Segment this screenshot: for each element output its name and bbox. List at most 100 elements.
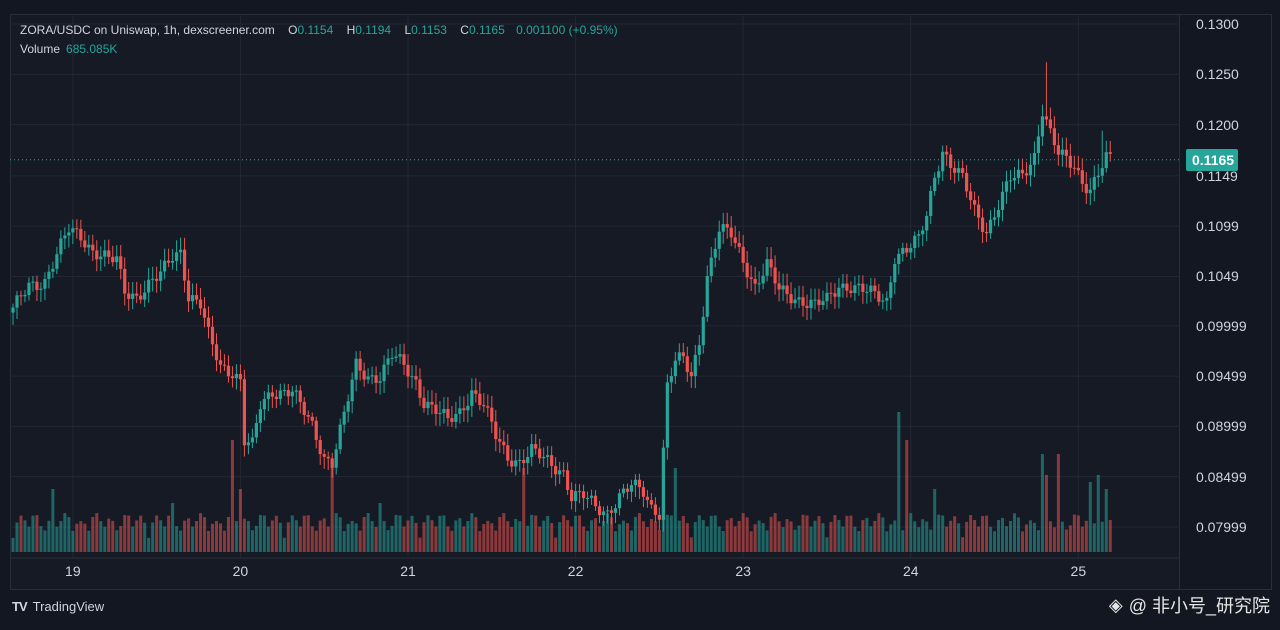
candle-body	[965, 172, 969, 192]
candle-body	[984, 231, 989, 234]
candle-body	[773, 267, 777, 284]
volume-bar	[358, 530, 362, 552]
candle-body	[214, 344, 219, 361]
volume-bar	[75, 523, 79, 552]
close-value: 0.1165	[468, 23, 505, 37]
candle-body	[522, 459, 526, 464]
volume-bar	[534, 515, 538, 552]
y-tick-label: 0.1049	[1196, 268, 1239, 285]
volume-bar	[187, 518, 191, 552]
candle-body	[570, 489, 574, 502]
candle-body	[218, 360, 223, 365]
candle-body	[526, 456, 530, 464]
candle-body	[358, 358, 362, 371]
volume-bar	[1040, 454, 1044, 552]
candle-body	[502, 441, 506, 446]
volume-bar	[63, 513, 67, 552]
candle-body	[661, 447, 665, 520]
candle-body	[406, 364, 410, 377]
candle-body	[294, 390, 298, 392]
candle-body	[929, 190, 933, 216]
y-tick-label: 0.1200	[1196, 116, 1239, 133]
candle-body	[1036, 136, 1041, 153]
candle-body	[817, 299, 821, 305]
volume-bar	[1044, 475, 1048, 552]
candle-body	[1012, 177, 1017, 181]
volume-bar	[574, 515, 578, 552]
volume-bar	[290, 515, 294, 552]
volume-bar	[1080, 526, 1084, 552]
candle-body	[1084, 183, 1088, 194]
candle-body	[909, 247, 913, 253]
volume-bar	[937, 514, 941, 552]
candle-body	[342, 411, 346, 425]
volume-bar	[362, 516, 366, 552]
candle-body	[246, 442, 251, 446]
candle-body	[829, 292, 833, 294]
volume-bar	[155, 515, 159, 552]
candle-body	[988, 219, 993, 234]
candle-body	[306, 415, 310, 417]
candle-body	[478, 393, 482, 406]
candlestick-chart[interactable]: 19 20 21 22 23 24 25	[10, 14, 1180, 590]
volume-bar	[183, 520, 187, 552]
candle-body	[629, 485, 634, 492]
candle-body	[518, 459, 522, 461]
volume-bar	[1068, 525, 1072, 552]
y-tick-label: 0.09999	[1196, 317, 1247, 334]
y-tick-label: 0.08999	[1196, 418, 1247, 435]
volume-bar	[314, 530, 318, 552]
volume-bar	[713, 515, 717, 552]
candle-body	[330, 458, 334, 468]
candle-body	[613, 508, 618, 513]
candle-body	[757, 283, 761, 285]
volume-bar	[1028, 520, 1032, 552]
volume-bar	[370, 521, 374, 552]
candle-body	[1024, 173, 1029, 176]
candle-body	[510, 460, 514, 467]
candle-body	[258, 409, 262, 424]
candle-body	[194, 295, 199, 300]
low-key: L	[404, 23, 412, 37]
candle-body	[530, 444, 534, 457]
candle-body	[1044, 116, 1049, 120]
last-price-badge: 0.1165	[1186, 148, 1238, 171]
volume-bar	[1020, 531, 1024, 552]
candle-body	[39, 288, 43, 290]
volume-bar	[570, 526, 574, 552]
candle-body	[1068, 155, 1072, 168]
candle-body	[11, 307, 15, 313]
volume-bar	[809, 526, 813, 552]
candle-body	[362, 370, 366, 380]
volume-bar	[262, 515, 266, 552]
candle-body	[581, 491, 586, 499]
volume-bar	[797, 525, 801, 552]
candle-body	[853, 285, 857, 294]
candle-body	[394, 356, 398, 358]
candle-body	[59, 238, 63, 255]
high-value: 0.1194	[355, 23, 392, 37]
volume-bar	[163, 526, 167, 552]
tradingview-logo[interactable]: TV TradingView	[12, 599, 104, 614]
volume-bar	[179, 530, 183, 552]
candle-body	[262, 399, 266, 410]
candle-body	[813, 299, 817, 301]
volume-bar	[338, 517, 342, 552]
candle-body	[877, 291, 881, 302]
candle-body	[302, 401, 306, 416]
volume-bar	[67, 517, 71, 552]
volume-bar	[1088, 482, 1092, 552]
volume-bar	[151, 522, 155, 552]
candle-body	[1000, 191, 1005, 210]
volume-bar	[342, 530, 346, 552]
volume-bar	[1060, 521, 1064, 552]
volume-bar	[135, 520, 139, 552]
candle-body	[151, 278, 155, 280]
candle-body	[873, 285, 877, 292]
volume-bar	[813, 520, 817, 552]
volume-bar	[175, 526, 179, 552]
candle-body	[99, 256, 103, 260]
candle-body	[566, 470, 570, 490]
volume-bar	[861, 520, 865, 552]
high-key: H	[346, 23, 356, 37]
